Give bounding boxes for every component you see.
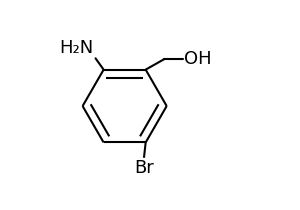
Text: OH: OH: [184, 50, 212, 68]
Text: Br: Br: [134, 159, 154, 177]
Text: H₂N: H₂N: [59, 39, 93, 57]
